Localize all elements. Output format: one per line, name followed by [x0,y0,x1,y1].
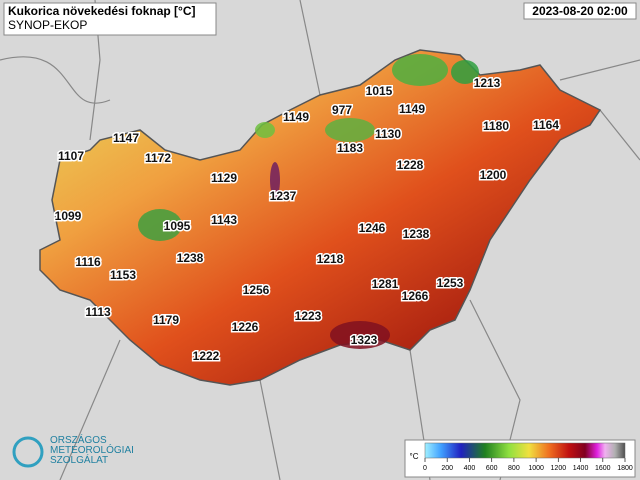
station-value: 1238 [177,251,204,265]
station-value: 1164 [533,118,559,132]
station-value: 1129 [211,171,237,185]
datetime-box [523,2,637,20]
station-value: 1116 [75,255,101,269]
station-value: 1228 [397,158,424,172]
colorbar-unit: °C [410,452,419,461]
colorbar-tick-label: 1400 [573,465,589,472]
station-value: 1200 [480,168,507,182]
colorbar [424,442,626,459]
station-value: 1237 [270,189,297,203]
station-value: 1113 [85,305,111,319]
colorbar-tick-label: 600 [486,465,498,472]
station-value: 1256 [243,283,270,297]
logo-text: ORSZÁGOS [50,433,107,446]
station-value: 1147 [113,131,139,145]
logo-text: SZOLGÁLAT [50,453,108,466]
station-value: 1149 [283,110,309,124]
station-value: 1107 [58,149,84,163]
station-value: 1281 [372,277,399,291]
station-value: 1183 [337,141,363,155]
station-value: 1213 [474,76,501,90]
station-value: 1172 [145,151,171,165]
header-box [3,2,217,36]
station-value: 1266 [402,289,429,303]
colorbar-tick-label: 1200 [551,465,567,472]
station-value: 1226 [232,320,259,334]
station-value: 1218 [317,252,344,266]
station-value: 1223 [295,309,322,323]
colorbar-tick-label: 1600 [595,465,611,472]
logo-text: METEOROLÓGIAI [50,443,134,456]
source: SYNOP-EKOP [8,18,87,32]
country [39,49,602,386]
station-value: 1323 [351,333,378,347]
station-value: 1253 [437,276,464,290]
station-value: 1143 [211,213,237,227]
colorbar-tick-label: 1800 [617,465,633,472]
colorbar-tick-label: 800 [508,465,520,472]
station-value: 1095 [164,219,191,233]
station-value: 1130 [375,127,401,141]
datetime: 2023-08-20 02:00 [532,4,628,18]
station-value: 1238 [403,227,430,241]
colorbar-tick-label: 1000 [528,465,544,472]
colorbar-tick-label: 400 [464,465,476,472]
title: Kukorica növekedési foknap [°C] [8,4,196,18]
station-value: 1246 [359,221,386,235]
station-value: 1222 [193,349,220,363]
station-value: 1099 [55,209,82,223]
station-value: 1179 [153,313,179,327]
station-value: 977 [332,103,352,117]
terrain [138,54,479,349]
logo: ORSZÁGOS METEOROLÓGIAI SZOLGÁLAT [12,433,134,468]
station-value: 1015 [366,84,393,98]
station-value: 1153 [110,268,136,282]
station-value: 1180 [483,119,509,133]
station-value: 1149 [399,102,425,116]
logo-icon [12,436,44,468]
colorbar-tick-label: 0 [423,465,427,472]
colorbar-tick-label: 200 [441,465,453,472]
